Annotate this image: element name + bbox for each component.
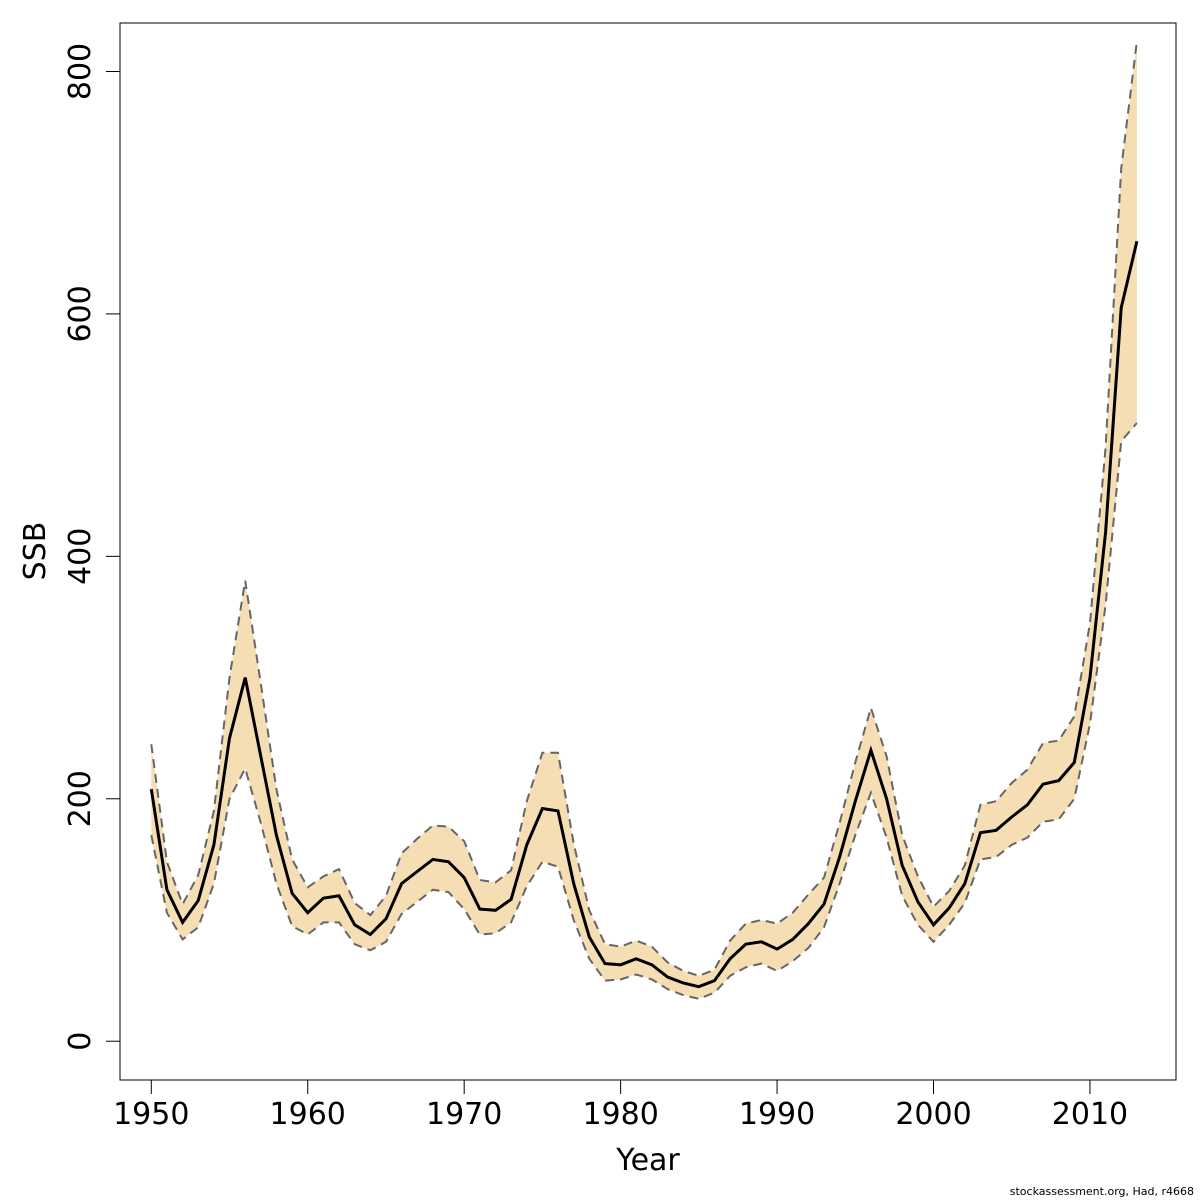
x-axis: 1950 1960 1970 1980 1990 2000 2010 <box>113 1079 1128 1132</box>
x-tick-label: 1950 <box>113 1097 189 1132</box>
x-tick-label: 1970 <box>426 1097 502 1132</box>
series-lines <box>149 41 1139 1000</box>
x-tick-label: 2010 <box>1052 1097 1128 1132</box>
x-tick-label: 2000 <box>895 1097 971 1132</box>
x-axis-title: Year <box>615 1143 680 1178</box>
y-tick-label: 800 <box>63 43 98 100</box>
y-axis: 0 200 400 600 800 <box>63 43 121 1051</box>
y-tick-label: 0 <box>63 1032 98 1051</box>
y-tick-label: 200 <box>63 770 98 827</box>
upper-bound-line <box>150 41 1138 977</box>
confidence-band <box>151 41 1137 999</box>
footer-credit: stockassessment.org, Had, r4668 <box>1010 1185 1194 1198</box>
band-area <box>151 41 1137 999</box>
lower-bound-line <box>150 422 1138 1000</box>
y-axis-title: SSB <box>18 522 53 581</box>
y-tick-label: 600 <box>63 285 98 342</box>
y-tick-label: 400 <box>63 528 98 585</box>
x-tick-label: 1980 <box>582 1097 658 1132</box>
x-tick-label: 1960 <box>270 1097 346 1132</box>
x-tick-label: 1990 <box>739 1097 815 1132</box>
ssb-estimate-line <box>149 240 1139 989</box>
plot-frame <box>119 22 1177 1081</box>
